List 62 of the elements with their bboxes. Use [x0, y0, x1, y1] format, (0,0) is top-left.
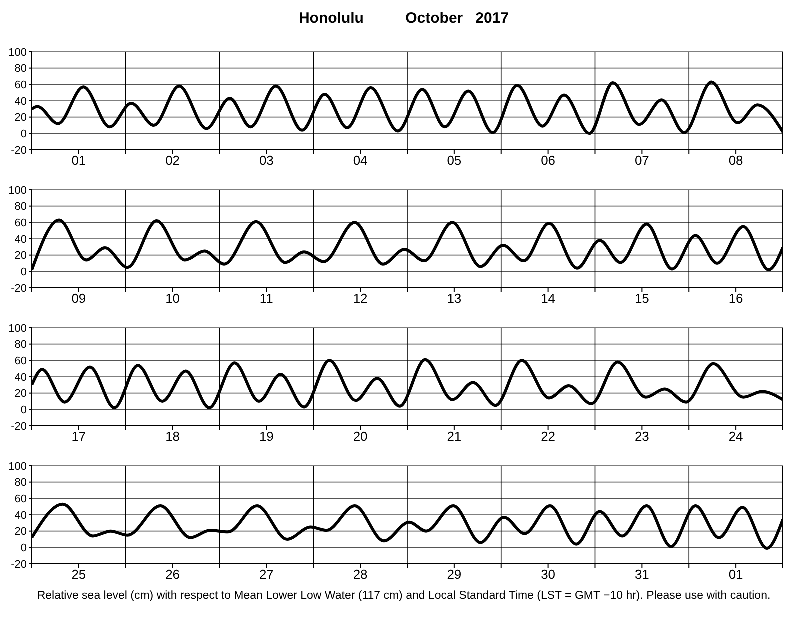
y-tick-label: 80 — [14, 339, 27, 352]
x-tick-label: 29 — [447, 567, 462, 582]
y-tick-label: 60 — [14, 80, 27, 92]
x-tick-label: 02 — [166, 153, 180, 168]
y-tick-label: 100 — [8, 322, 27, 335]
x-tick-label: 17 — [72, 429, 86, 444]
y-tick-label: 20 — [14, 250, 27, 262]
x-tick-label: 04 — [353, 153, 368, 168]
x-tick-label: 22 — [541, 429, 556, 444]
x-tick-label: 21 — [447, 429, 462, 444]
x-tick-label: 19 — [259, 429, 274, 444]
y-tick-label: -20 — [11, 420, 27, 433]
y-tick-label: -20 — [11, 558, 27, 571]
y-tick-label: 100 — [8, 460, 27, 473]
x-tick-label: 26 — [166, 567, 180, 582]
chart-title: Honolulu October 2017 — [298, 9, 510, 29]
x-tick-label: 09 — [72, 291, 86, 306]
y-tick-label: 0 — [20, 404, 27, 417]
y-tick-label: 20 — [14, 526, 27, 538]
x-tick-label: 10 — [166, 291, 180, 306]
x-tick-label: 30 — [541, 567, 556, 582]
y-tick-label: 100 — [8, 46, 27, 59]
y-tick-label: 40 — [14, 234, 27, 246]
x-tick-label: 06 — [541, 153, 556, 168]
x-tick-label: 01 — [72, 153, 86, 168]
y-tick-label: 0 — [20, 128, 27, 141]
x-tick-label: 31 — [634, 567, 650, 582]
x-tick-label: 24 — [728, 429, 744, 444]
x-tick-label: 12 — [353, 291, 368, 306]
x-tick-label: 15 — [634, 291, 650, 306]
x-tick-label: 23 — [634, 429, 650, 444]
x-tick-label: 01 — [728, 567, 744, 582]
y-tick-label: 0 — [20, 542, 27, 555]
x-tick-label: 05 — [447, 153, 462, 168]
y-tick-label: 20 — [14, 112, 27, 124]
y-tick-label: 80 — [14, 63, 27, 76]
x-tick-label: 18 — [166, 429, 180, 444]
x-tick-label: 28 — [353, 567, 368, 582]
y-tick-label: -20 — [11, 282, 27, 295]
x-tick-label: 13 — [447, 291, 462, 306]
y-tick-label: 0 — [20, 266, 27, 279]
y-tick-label: 40 — [14, 510, 27, 522]
x-tick-label: 11 — [260, 291, 274, 306]
x-tick-label: 14 — [541, 291, 556, 306]
x-tick-label: 20 — [353, 429, 368, 444]
y-tick-label: 20 — [14, 388, 27, 400]
y-tick-label: 80 — [14, 477, 27, 490]
y-tick-label: 100 — [8, 184, 27, 197]
x-tick-label: 07 — [634, 153, 650, 168]
text: Relative sea level (cm) with respect to Mean Lower Low Water (117 cm) and Local Standard Time (LST = GMT −10 hr). Please use with caution. — [36, 590, 772, 602]
x-tick-label: 27 — [259, 567, 274, 582]
y-tick-label: 60 — [14, 356, 27, 368]
y-tick-label: 60 — [14, 494, 27, 506]
x-tick-label: 25 — [72, 567, 86, 582]
y-tick-label: 40 — [14, 96, 27, 108]
y-tick-label: 60 — [14, 218, 27, 230]
x-tick-label: 16 — [728, 291, 744, 306]
y-tick-label: 80 — [14, 201, 27, 214]
y-tick-label: 40 — [14, 372, 27, 384]
y-tick-label: -20 — [11, 144, 27, 157]
x-tick-label: 08 — [728, 153, 744, 168]
x-tick-label: 03 — [259, 153, 274, 168]
